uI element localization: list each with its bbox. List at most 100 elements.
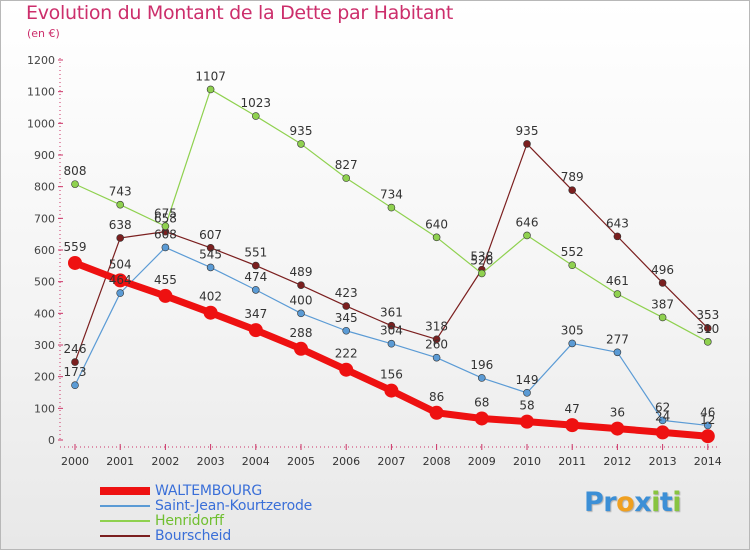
data-label-henridorff: 743 — [109, 185, 132, 199]
logo-letter: i — [651, 487, 660, 518]
data-label-waltembourg: 68 — [474, 395, 489, 409]
y-tick-label: 700 — [34, 212, 55, 225]
data-point-bourscheid — [116, 234, 124, 242]
data-point-bourscheid — [387, 321, 396, 330]
data-point-waltembourg — [203, 305, 218, 320]
data-label-bourscheid: 246 — [64, 342, 87, 356]
data-label-bourscheid: 551 — [244, 246, 267, 260]
data-label-henridorff: 1107 — [195, 69, 226, 83]
x-tick-label: 2013 — [649, 455, 677, 468]
data-label-bourscheid: 643 — [606, 216, 629, 230]
data-label-henridorff: 646 — [516, 215, 539, 229]
data-point-henridorff — [206, 85, 215, 94]
legend-swatch — [100, 505, 150, 507]
data-label-bourscheid: 353 — [696, 308, 719, 322]
data-point-bourscheid — [703, 324, 712, 333]
legend-swatch — [100, 520, 150, 522]
data-point-bourscheid — [568, 186, 577, 194]
data-point-waltembourg — [158, 288, 173, 303]
legend-label: Saint-Jean-Kourtzerode — [155, 498, 313, 514]
data-point-henridorff — [432, 233, 441, 242]
data-label-henridorff: 734 — [380, 188, 403, 202]
data-point-waltembourg — [610, 421, 625, 436]
data-label-saint-jean-kourtzerode: 260 — [425, 338, 448, 352]
data-label-saint-jean-kourtzerode: 608 — [154, 227, 177, 241]
data-label-saint-jean-kourtzerode: 62 — [655, 400, 670, 414]
data-label-saint-jean-kourtzerode: 400 — [290, 293, 313, 307]
data-label-saint-jean-kourtzerode: 173 — [64, 365, 87, 379]
data-label-waltembourg: 402 — [199, 290, 222, 304]
data-label-henridorff: 461 — [606, 274, 629, 288]
y-tick-label: 200 — [34, 371, 55, 384]
y-tick-label: 0 — [48, 434, 55, 447]
data-point-henridorff — [568, 261, 577, 270]
x-tick-label: 2003 — [197, 455, 225, 468]
legend-label: WALTEMBOURG — [155, 483, 263, 499]
data-label-saint-jean-kourtzerode: 305 — [561, 323, 584, 337]
x-tick-label: 2002 — [151, 455, 179, 468]
data-label-henridorff: 808 — [64, 164, 87, 178]
data-point-saint-jean-kourtzerode — [297, 309, 305, 318]
data-point-waltembourg — [700, 429, 715, 444]
data-label-waltembourg: 36 — [610, 406, 625, 420]
data-point-henridorff — [477, 269, 486, 278]
chart-title: Evolution du Montant de la Dette par Hab… — [26, 2, 454, 24]
logo-letter: x — [634, 487, 652, 518]
x-tick-label: 2005 — [287, 455, 315, 468]
data-point-waltembourg — [655, 425, 670, 440]
legend-label: Henridorff — [155, 513, 224, 529]
data-label-bourscheid: 789 — [561, 170, 584, 184]
legend-swatch — [100, 487, 150, 495]
data-label-saint-jean-kourtzerode: 149 — [516, 373, 539, 387]
logo-letter: r — [603, 487, 617, 518]
legend-label: Bourscheid — [155, 528, 232, 544]
y-tick-label: 1100 — [27, 86, 55, 99]
data-point-bourscheid — [297, 281, 305, 289]
data-point-saint-jean-kourtzerode — [116, 289, 124, 297]
legend-swatch — [100, 535, 150, 537]
data-label-bourscheid: 638 — [109, 218, 132, 232]
data-label-waltembourg: 12 — [700, 413, 715, 427]
data-point-saint-jean-kourtzerode — [206, 263, 215, 272]
proxiti-logo: Proxiti — [584, 487, 682, 518]
data-point-saint-jean-kourtzerode — [387, 339, 396, 348]
logo-letter: t — [659, 487, 673, 518]
y-tick-label: 1200 — [27, 54, 55, 67]
data-labels: 246 638 658 607 551 489 423 361 318 538 935 789 643 4… — [64, 69, 720, 427]
data-label-bourscheid: 658 — [154, 212, 177, 226]
y-tick-label: 100 — [34, 402, 55, 415]
data-point-saint-jean-kourtzerode — [523, 389, 531, 397]
data-label-bourscheid: 318 — [425, 319, 448, 333]
data-point-saint-jean-kourtzerode — [71, 381, 79, 390]
data-label-waltembourg: 455 — [154, 273, 177, 287]
data-point-saint-jean-kourtzerode — [342, 326, 351, 335]
data-point-waltembourg — [520, 414, 534, 429]
data-label-waltembourg: 222 — [335, 347, 358, 361]
chart-subtitle: (en €) — [27, 27, 60, 40]
data-point-saint-jean-kourtzerode — [568, 339, 577, 348]
data-point-henridorff — [523, 231, 531, 240]
data-label-bourscheid: 423 — [335, 286, 358, 300]
y-tick-label: 300 — [34, 339, 55, 352]
data-label-saint-jean-kourtzerode: 46 — [700, 405, 715, 419]
x-tick-label: 2004 — [242, 455, 270, 468]
data-label-saint-jean-kourtzerode: 464 — [109, 273, 132, 287]
data-point-waltembourg — [429, 405, 444, 420]
x-tick-label: 2012 — [603, 455, 631, 468]
data-point-henridorff — [252, 112, 260, 120]
y-tick-label: 500 — [34, 276, 55, 289]
data-point-henridorff — [71, 180, 79, 188]
data-label-waltembourg: 86 — [429, 390, 444, 404]
data-label-waltembourg: 559 — [64, 240, 87, 254]
data-label-henridorff: 526 — [470, 253, 493, 267]
y-tick-label: 400 — [34, 307, 55, 320]
data-point-henridorff — [703, 338, 712, 346]
x-tick-label: 2009 — [468, 455, 496, 468]
data-label-saint-jean-kourtzerode: 196 — [470, 358, 493, 372]
y-tick-label: 900 — [34, 149, 55, 162]
data-label-bourscheid: 538 — [470, 250, 493, 264]
data-point-waltembourg — [68, 255, 82, 270]
data-label-saint-jean-kourtzerode: 304 — [380, 324, 403, 338]
data-point-bourscheid — [613, 232, 622, 241]
